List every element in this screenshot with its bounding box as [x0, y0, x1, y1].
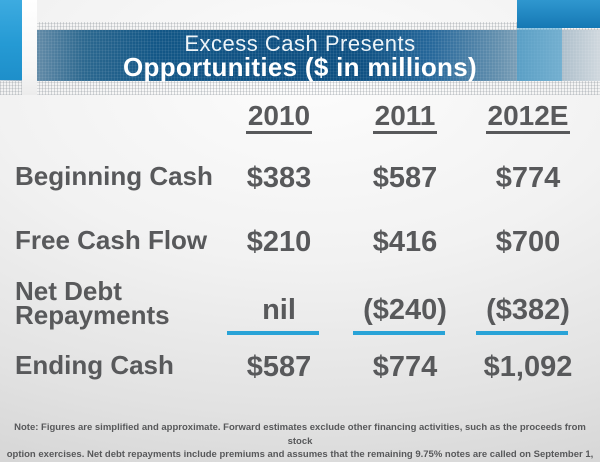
slide-title-line1: Excess Cash Presents — [184, 31, 416, 56]
footnote-line-2: option exercises. Net debt repayments in… — [6, 449, 594, 460]
slide-title-line2: Opportunities ($ in millions) — [123, 52, 477, 82]
title-banner: Excess Cash Presents Opportunities ($ in… — [0, 30, 600, 81]
decoration-left-blue-block — [0, 0, 22, 80]
halftone-strip-bottom — [0, 81, 600, 95]
row-label-free-cash-flow: Free Cash Flow — [15, 225, 208, 255]
table-row: nil ($240) ($382) — [15, 295, 588, 335]
cyan-underline-2010 — [227, 331, 319, 335]
net-debt-value-2010: nil — [262, 294, 296, 326]
table-row: Free Cash Flow $210 $416 $700 — [15, 227, 588, 257]
column-header-2010: 2010 — [219, 101, 339, 134]
table-header-row: 2010 2011 2012E — [15, 101, 588, 134]
table-header-spacer — [15, 101, 219, 134]
net-debt-row-spacer — [15, 295, 219, 335]
table-row: Beginning Cash $383 $587 $774 — [15, 163, 588, 193]
cell-net-debt-2011: ($240) — [345, 295, 465, 335]
footnote: Note: Figures are simplified and approxi… — [6, 421, 594, 462]
halftone-strip-top — [0, 22, 600, 30]
cell-ending-cash-2010: $587 — [246, 351, 312, 383]
cell-beginning-cash-2010: $383 — [246, 162, 312, 194]
cell-free-cash-flow-2010: $210 — [246, 226, 312, 258]
footnote-line-1: Note: Figures are simplified and approxi… — [14, 422, 586, 447]
table-row: Ending Cash $587 $774 $1,092 — [15, 352, 588, 382]
net-debt-value-2012e: ($382) — [486, 294, 570, 326]
decoration-white-strip — [22, 0, 37, 95]
decoration-topright-blue-block — [517, 0, 600, 28]
row-label-net-debt-repayments: Net Debt Repayments — [15, 276, 170, 330]
cell-ending-cash-2012e: $1,092 — [483, 351, 573, 383]
row-label-beginning-cash: Beginning Cash — [15, 161, 213, 191]
column-header-2011: 2011 — [345, 101, 465, 134]
cell-free-cash-flow-2012e: $700 — [495, 226, 561, 258]
cell-beginning-cash-2012e: $774 — [495, 162, 561, 194]
column-header-2012e: 2012E — [468, 101, 588, 134]
decoration-right-cyan-block — [517, 28, 562, 81]
net-debt-value-2011: ($240) — [363, 294, 447, 326]
cyan-underline-2012e — [476, 331, 568, 335]
cell-free-cash-flow-2011: $416 — [372, 226, 438, 258]
cell-ending-cash-2011: $774 — [372, 351, 438, 383]
cell-net-debt-2012e: ($382) — [468, 295, 588, 335]
cyan-underline-2011 — [353, 331, 445, 335]
cell-beginning-cash-2011: $587 — [372, 162, 438, 194]
row-label-ending-cash: Ending Cash — [15, 350, 174, 380]
cell-net-debt-2010: nil — [219, 295, 339, 335]
